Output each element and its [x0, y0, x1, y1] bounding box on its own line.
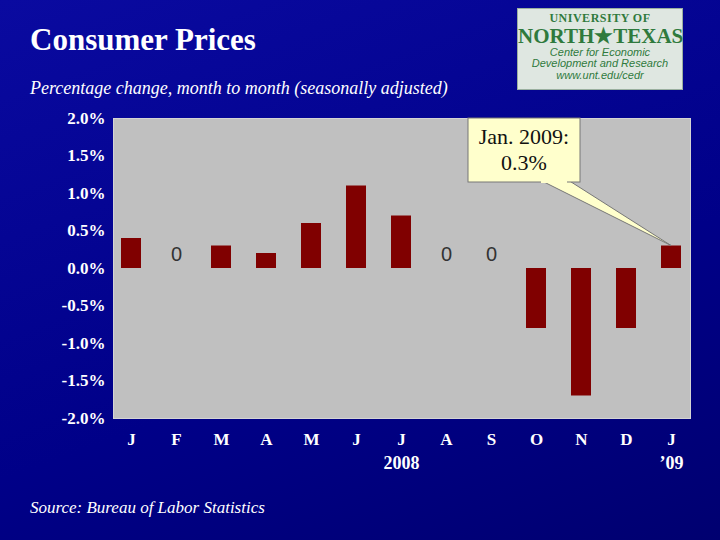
svg-text:2008: 2008	[384, 453, 420, 473]
svg-text:1.0%: 1.0%	[67, 184, 105, 203]
svg-text:J: J	[352, 430, 361, 449]
svg-text:-2.0%: -2.0%	[62, 409, 106, 428]
svg-text:F: F	[171, 430, 181, 449]
svg-text:0.3%: 0.3%	[501, 150, 547, 175]
html-text:UNIVERSITY OF: UNIVERSITY OF	[549, 11, 651, 25]
svg-text:0.0%: 0.0%	[67, 259, 105, 278]
svg-text:J: J	[667, 430, 676, 449]
svg-text:Jan. 2009:: Jan. 2009:	[479, 124, 569, 149]
svg-text:J: J	[397, 430, 406, 449]
svg-text:A: A	[440, 430, 453, 449]
svg-text:-1.0%: -1.0%	[62, 334, 106, 353]
svg-text:S: S	[487, 430, 496, 449]
svg-text:-1.5%: -1.5%	[62, 371, 106, 390]
svg-text:J: J	[127, 430, 136, 449]
svg-text:0: 0	[441, 243, 452, 265]
html-text:NORTH★TEXAS: NORTH★TEXAS	[518, 23, 684, 48]
html-text:Percentage change, month to mo: Percentage change, month to month (seaso…	[30, 78, 448, 98]
svg-text:0.5%: 0.5%	[67, 221, 105, 240]
svg-text:A: A	[260, 430, 273, 449]
svg-text:N: N	[575, 430, 588, 449]
svg-text:0: 0	[171, 243, 182, 265]
html-text:www.unt.edu/cedr: www.unt.edu/cedr	[556, 68, 644, 81]
svg-text:O: O	[530, 430, 543, 449]
svg-text:M: M	[213, 430, 229, 449]
html-text:Source: Bureau of Labor Statis: Source: Bureau of Labor Statistics	[30, 498, 265, 517]
html-text:Development and Research: Development and Research	[531, 57, 669, 70]
svg-text:D: D	[620, 430, 632, 449]
svg-text:1.5%: 1.5%	[67, 146, 105, 165]
svg-text:0: 0	[486, 243, 497, 265]
svg-text:2.0%: 2.0%	[67, 109, 105, 128]
html-text:Consumer Prices: Consumer Prices	[30, 22, 256, 57]
html-text:Center for Economic: Center for Economic	[549, 45, 651, 58]
svg-text:-0.5%: -0.5%	[62, 296, 106, 315]
svg-text:M: M	[303, 430, 319, 449]
svg-text:’09: ’09	[660, 453, 684, 473]
